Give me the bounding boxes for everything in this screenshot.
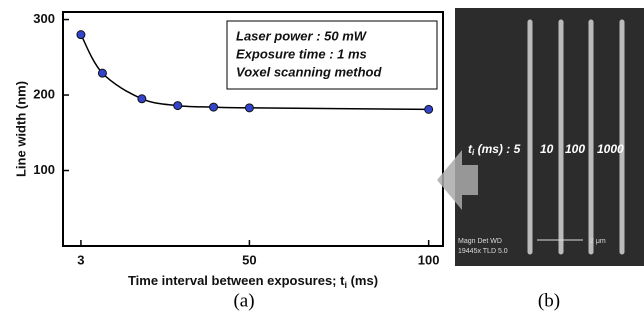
- scale-label: 2 μm: [590, 238, 606, 245]
- point: [245, 104, 253, 112]
- y-tick-label: 300: [33, 11, 55, 26]
- x-axis-label: Time interval between exposures; ti (ms): [128, 273, 378, 290]
- interval: 5: [514, 142, 521, 156]
- caption: (a): [233, 290, 254, 311]
- x-axis-label-main: Time interval between exposures; t: [128, 273, 345, 288]
- sem-image: [455, 8, 644, 266]
- point: [425, 105, 433, 113]
- sem-t-label: ti (ms) : 5: [468, 142, 521, 157]
- point: [174, 102, 182, 110]
- caption: (b): [538, 290, 560, 311]
- annotation: Voxel scanning method: [236, 64, 382, 79]
- interval: 1000: [597, 142, 624, 156]
- y-tick-label: 200: [33, 86, 55, 101]
- sem-info: Magn Det WD: [458, 238, 502, 245]
- sem-info: 19445x TLD 5.0: [458, 248, 508, 255]
- point: [77, 31, 85, 39]
- x-tick-label: 100: [418, 252, 440, 267]
- annotation: Exposure time : 1 ms: [236, 46, 367, 61]
- interval: 100: [565, 142, 585, 156]
- annotation: Laser power : 50 mW: [236, 28, 368, 43]
- figure: Laser power : 50 mW Exposure time : 1 ms…: [0, 0, 644, 323]
- t-end: (ms) :: [474, 142, 513, 156]
- interval: 10: [540, 142, 554, 156]
- x-tick-label: 3: [77, 252, 84, 267]
- y-tick-label: 100: [33, 162, 55, 177]
- point: [210, 103, 218, 111]
- x-tick-label: 50: [242, 252, 256, 267]
- point: [98, 69, 106, 77]
- x-axis-label-end: (ms): [347, 273, 378, 288]
- y-axis-label: Line width (nm): [13, 81, 28, 177]
- point: [138, 95, 146, 103]
